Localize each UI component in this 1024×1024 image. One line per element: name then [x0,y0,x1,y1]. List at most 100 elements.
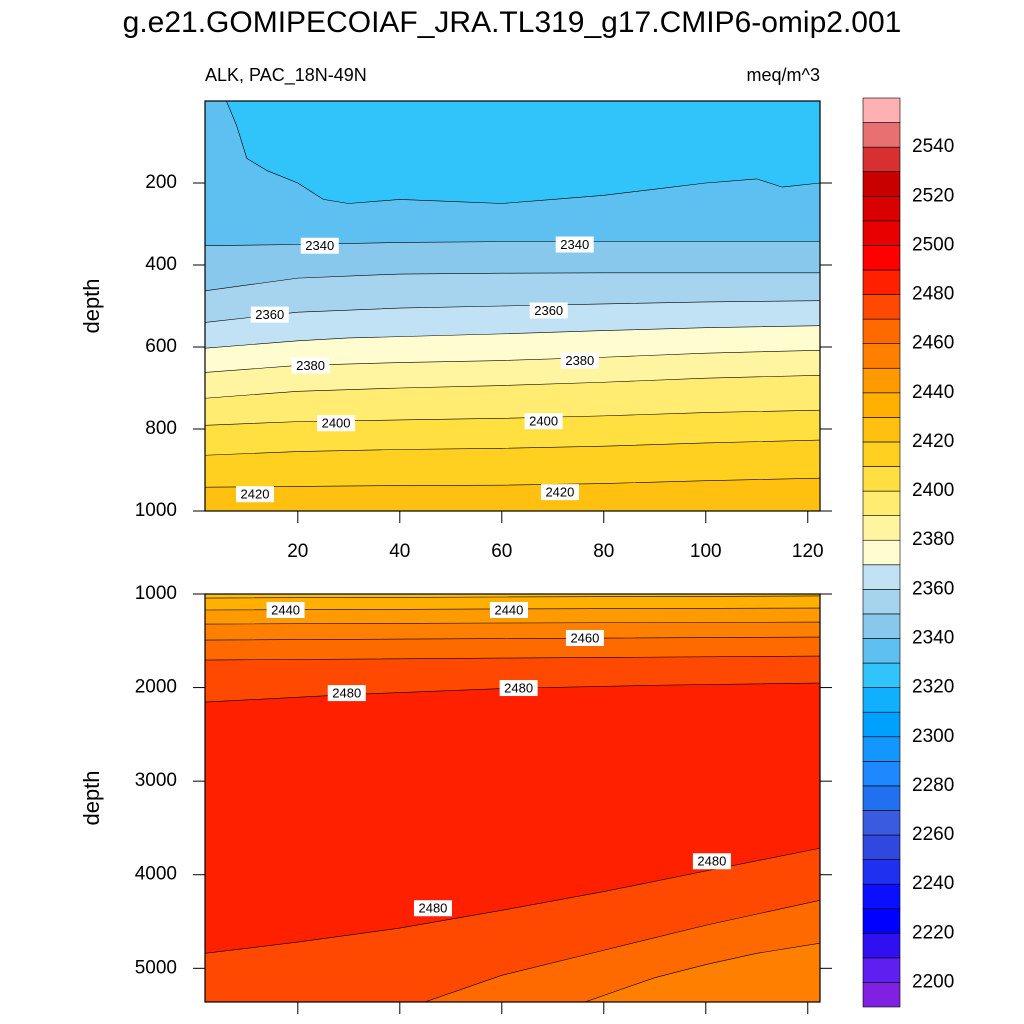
contour-label-box [524,413,563,430]
colorbar-box [862,220,901,246]
colorbar-box [862,441,901,467]
colorbar-box [862,269,901,295]
colorbar-box [862,539,901,566]
contour-line [205,636,820,641]
y-tick-label: 800 [145,418,177,439]
contour-label-box [235,486,274,503]
contour-band [205,478,820,511]
contour-label: 2440 [271,602,300,617]
y-axis-label: depth [79,278,104,333]
colorbar-box [862,245,901,271]
colorbar-label: 2260 [912,824,954,845]
colorbar-label: 2440 [912,382,954,403]
y-tick-label: 600 [145,336,177,357]
x-tick-label: 80 [593,541,614,562]
colorbar-box [862,146,901,173]
contour-line [205,101,820,204]
contour-line [205,439,820,456]
colorbar-label: 2200 [912,971,954,992]
plot-area: 2340 2340 2360 2360 2380 2380 2400 2400 2420 2420 [205,101,820,511]
colorbar-box [862,932,901,959]
contour-label: 2400 [322,416,351,431]
contour-label-box [560,352,599,369]
colorbar-box [862,957,901,983]
contour-label: 2420 [241,487,270,502]
colorbar-box [862,908,901,934]
contour-label-box [692,853,731,870]
contour-line [205,409,820,426]
colorbar-label: 2480 [912,284,954,305]
colorbar-label: 2400 [912,480,954,501]
colorbar-box [862,785,901,811]
x-tick-label: 60 [491,541,512,562]
contour-label-box [529,302,568,319]
colorbar-box [862,367,901,394]
contour-line [205,300,820,323]
left-subtitle: ALK, PAC_18N-49N [205,65,367,86]
colorbar-box [862,810,901,836]
x-tick-label: 100 [690,541,722,562]
colorbar-label: 2320 [912,677,954,698]
y-tick-label: 400 [145,254,177,275]
colorbar-box [862,490,901,516]
colorbar-box [862,294,901,320]
colorbar-box [862,195,901,222]
contour-label: 2380 [565,353,594,368]
contour-label: 2360 [255,307,284,322]
contour-label-box [555,236,594,253]
contour-label: 2480 [332,686,361,701]
y-axis-label: depth [79,770,104,825]
contour-label: 2480 [697,854,726,869]
colorbar-box [862,613,901,639]
colorbar-box [862,515,901,541]
contour-label: 2480 [418,901,447,916]
contour-label-box [413,900,452,917]
y-tick-label: 1000 [135,500,177,521]
contour-label: 2440 [494,602,523,617]
contour-label: 2360 [534,303,563,318]
colorbar-label: 2340 [912,628,954,649]
colorbar-label: 2460 [912,333,954,354]
contour-band [584,943,820,1002]
contour-line [584,942,820,1002]
y-tick-label: 1000 [135,583,177,604]
contour-label-box [291,357,330,374]
colorbar-box [862,711,901,738]
right-subtitle: meq/m^3 [747,65,820,85]
colorbar-label: 2500 [912,234,954,255]
colorbar-box [862,982,901,1008]
contour-label: 2340 [560,237,589,252]
colorbar-box [862,834,901,860]
colorbar-box [862,761,901,787]
contour-label: 2460 [570,630,599,645]
contour-line [205,325,820,349]
x-tick-label: 40 [389,541,410,562]
colorbar-box [862,318,901,344]
contour-label-box [489,602,528,619]
y-tick-label: 3000 [135,770,177,791]
contour-line [205,595,820,599]
y-tick-label: 5000 [135,957,177,978]
contour-label: 2400 [529,414,558,429]
colorbar-box [862,662,901,688]
contour-line [205,272,820,292]
y-tick-label: 4000 [135,864,177,885]
contour-label: 2420 [545,485,574,500]
colorbar-box [862,564,901,590]
contour-line [205,241,820,247]
title: g.e21.GOMIPECOIAF_JRA.TL319_g17.CMIP6-om… [123,6,902,39]
colorbar-box [862,589,901,615]
y-tick-label: 2000 [135,677,177,698]
colorbar-box [862,466,901,492]
plot-frame [204,100,821,512]
contour-line [205,655,820,661]
contour-label: 2340 [305,238,334,253]
contour-label-box [327,685,366,702]
colorbar-box [862,687,901,713]
contour-label-box [250,306,289,323]
colorbar-box [862,97,901,123]
contour-line [205,374,820,399]
contour-label-box [565,629,604,646]
